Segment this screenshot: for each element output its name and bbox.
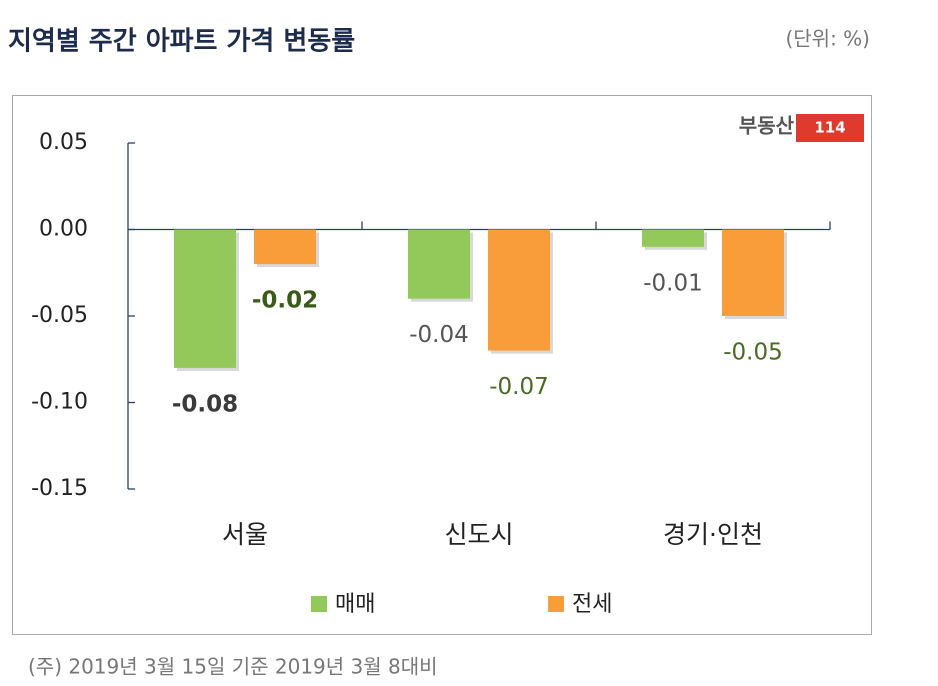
brand-text: 부동산 — [739, 114, 795, 138]
x-tick-label: 신도시 — [444, 520, 513, 549]
value-label: -0.04 — [409, 322, 469, 348]
bar — [642, 229, 704, 247]
brand-badge-text: 114 — [814, 119, 845, 137]
chart-title: 지역별 주간 아파트 가격 변동률 — [8, 27, 355, 57]
bar — [174, 229, 236, 368]
value-label: -0.07 — [489, 374, 549, 400]
footnote: (주) 2019년 3월 15일 기준 2019년 3월 8대비 — [28, 655, 438, 679]
legend-label: 전세 — [572, 592, 612, 617]
y-tick-label: -0.05 — [31, 303, 88, 328]
x-tick-label: 경기·인천 — [663, 520, 763, 549]
value-label: -0.01 — [643, 270, 703, 296]
x-tick-label: 서울 — [222, 520, 268, 549]
legend-label: 매매 — [335, 592, 375, 617]
y-tick-label: 0.00 — [39, 217, 88, 242]
brand-badge — [796, 114, 864, 142]
y-tick-label: -0.15 — [31, 476, 88, 501]
y-tick-label: 0.05 — [39, 130, 88, 155]
bar — [408, 229, 470, 299]
legend-swatch — [311, 596, 327, 612]
plot: -0.15 -0.10 -0.05 0.00 0.05 서울 -0.08 -0.02 신도시 -0… — [31, 130, 831, 617]
value-label: -0.05 — [723, 340, 783, 366]
bar — [722, 229, 784, 316]
unit-label: (단위: %) — [785, 27, 870, 51]
value-label: -0.02 — [252, 288, 318, 314]
bar — [488, 229, 550, 351]
bar — [254, 229, 316, 265]
value-label: -0.08 — [172, 391, 238, 417]
y-tick-label: -0.10 — [31, 390, 88, 415]
legend-swatch — [548, 596, 564, 612]
chart-frame — [12, 95, 872, 635]
